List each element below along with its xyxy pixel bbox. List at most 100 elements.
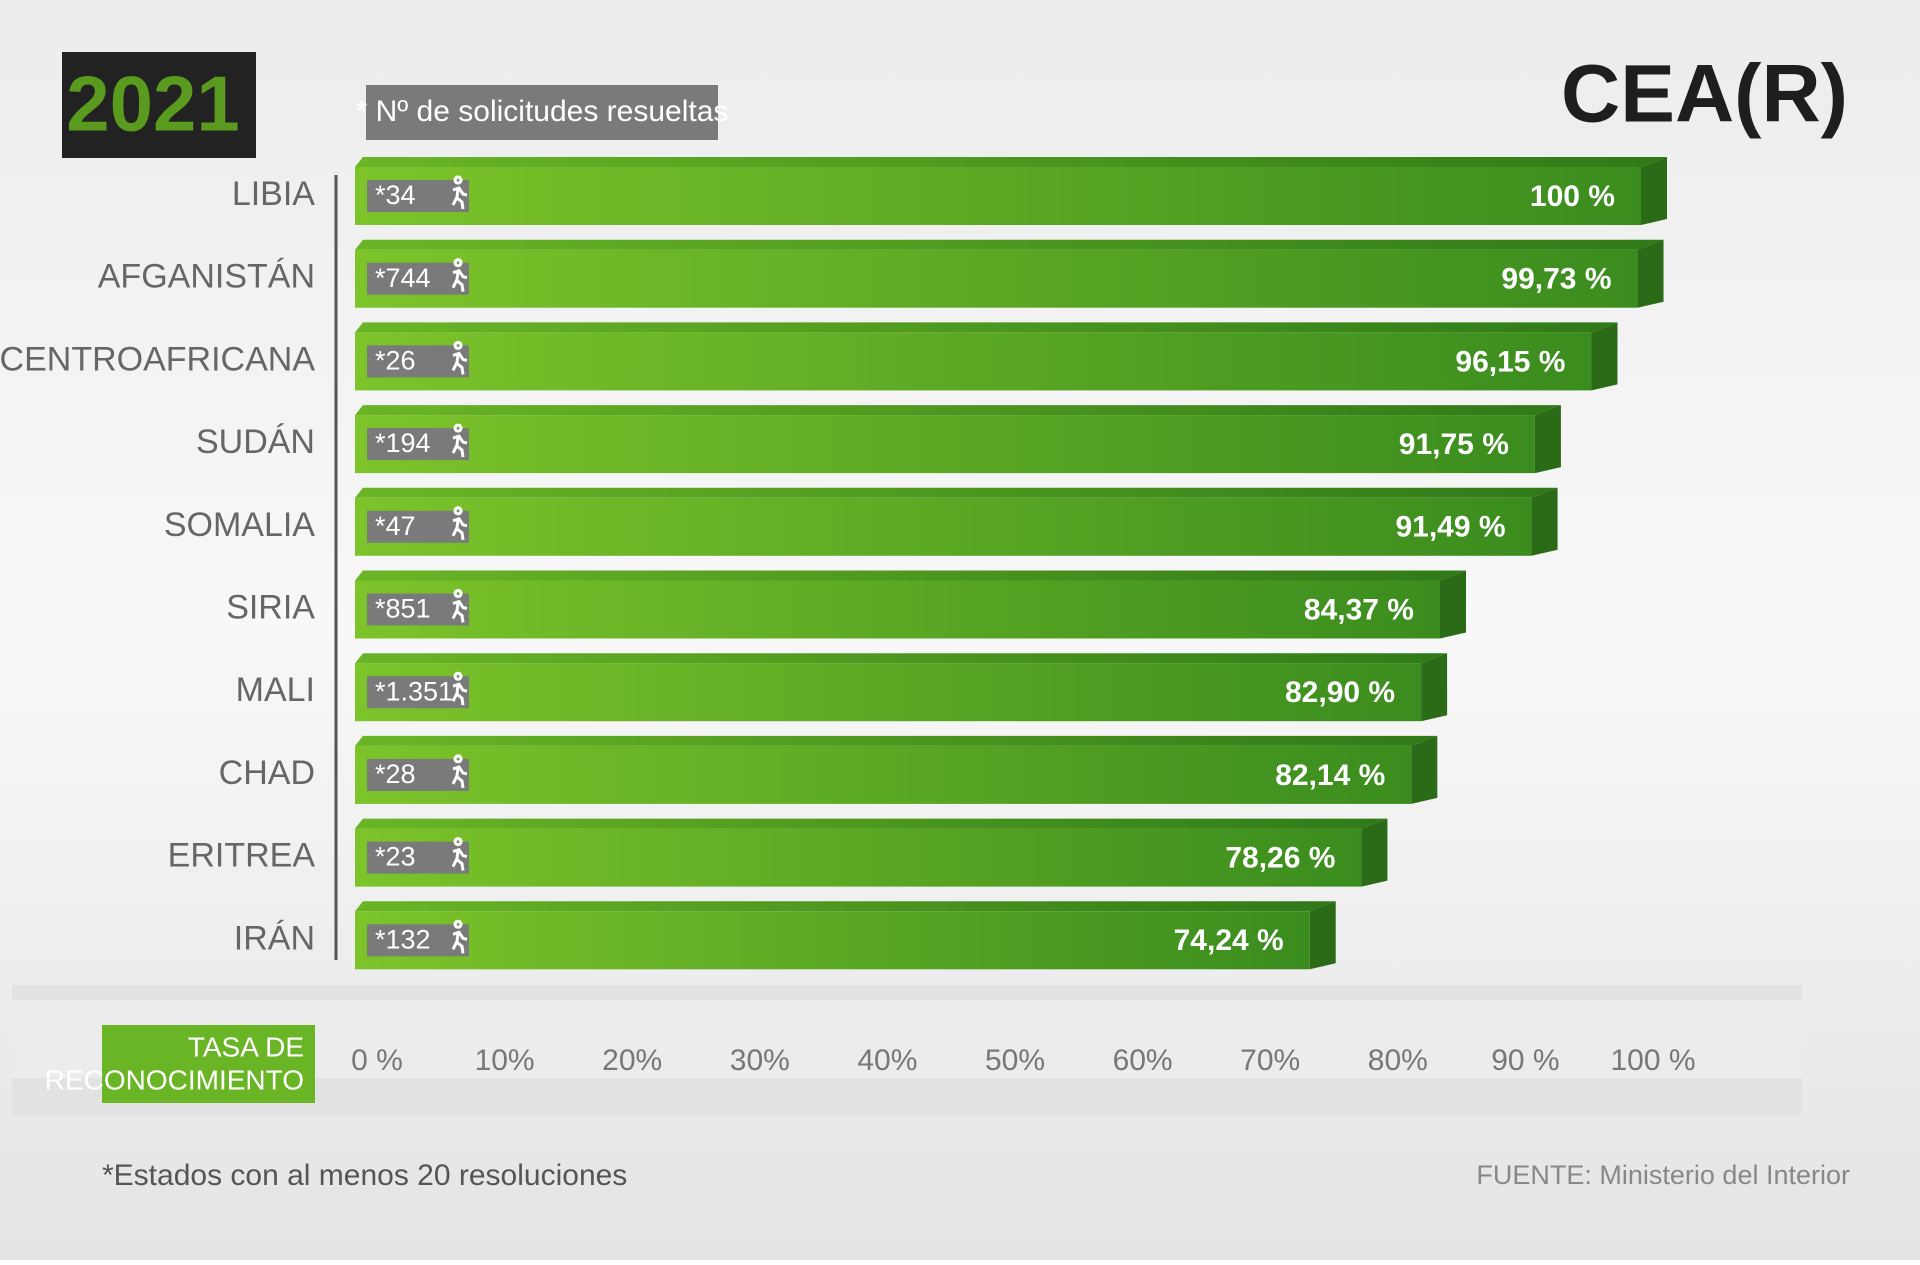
y-tick-label: SIRIA <box>226 588 315 626</box>
x-tick-label: 0 % <box>351 1044 403 1077</box>
x-tick-label: 60% <box>1113 1044 1173 1077</box>
x-tick-label: 80% <box>1368 1044 1428 1077</box>
bar-side <box>1531 487 1558 556</box>
x-tick-label: 50% <box>985 1044 1045 1077</box>
bar-top <box>355 818 1388 829</box>
walker-icon <box>451 506 468 541</box>
value-label: 74,24 % <box>1174 924 1284 957</box>
bar-side <box>1411 735 1438 804</box>
bar-side <box>1309 901 1336 970</box>
x-tick-label: 30% <box>730 1044 790 1077</box>
walker-icon <box>451 258 468 292</box>
value-label: 78,26 % <box>1225 842 1335 875</box>
legend-box <box>366 85 718 140</box>
x-tick-label: 10% <box>475 1044 535 1077</box>
x-tick-label: 90 % <box>1491 1044 1559 1077</box>
y-tick-label: SUDÁN <box>196 423 315 461</box>
walker-icon <box>451 671 468 706</box>
bar <box>355 745 1412 804</box>
count-box <box>367 924 469 957</box>
count-label: *23 <box>375 842 416 872</box>
y-tick-label: AFGANISTÁN <box>98 258 315 296</box>
bar <box>355 911 1310 970</box>
count-box <box>367 841 469 874</box>
y-tick-label: IRÁN <box>234 919 315 957</box>
value-label: 91,75 % <box>1399 428 1509 461</box>
bar-side <box>1637 239 1664 308</box>
bar-side <box>1591 322 1618 391</box>
bar-top <box>355 157 1667 167</box>
bar <box>355 332 1592 391</box>
value-label: 91,49 % <box>1395 511 1505 544</box>
year: 2021 <box>66 60 240 148</box>
y-tick-label: LIBIA <box>232 175 315 213</box>
bar-top <box>355 653 1448 664</box>
count-label: *1.351 <box>375 676 453 706</box>
walker-icon <box>451 340 468 375</box>
bar-side <box>1361 818 1388 887</box>
bar-top <box>355 570 1466 581</box>
x-tick-label: 40% <box>857 1044 917 1077</box>
walker-icon <box>451 175 468 210</box>
footnote: *Estados con al menos 20 resoluciones <box>102 1159 627 1192</box>
y-tick-label: REP. CENTROAFRICANA <box>0 340 315 378</box>
bar <box>355 828 1362 887</box>
bar-top <box>355 405 1561 416</box>
walker-icon <box>451 754 468 789</box>
x-tick-label: 20% <box>602 1044 662 1077</box>
count-label: *744 <box>375 263 431 293</box>
value-label: 84,37 % <box>1304 593 1414 626</box>
count-label: *132 <box>375 924 431 954</box>
count-box <box>367 345 469 378</box>
count-box <box>367 758 469 791</box>
count-label: *34 <box>375 180 416 210</box>
count-box <box>367 428 469 461</box>
walker-icon <box>451 589 468 623</box>
year-box <box>62 52 256 158</box>
y-tick-label: MALI <box>236 671 315 709</box>
value-label: 96,15 % <box>1455 345 1565 378</box>
value-label: 82,14 % <box>1275 759 1385 792</box>
value-label: 82,90 % <box>1285 676 1395 709</box>
count-box <box>367 262 469 295</box>
bar <box>355 663 1422 722</box>
count-box <box>367 510 469 543</box>
bar <box>355 249 1638 308</box>
bar <box>355 497 1532 556</box>
bar <box>355 167 1641 225</box>
logo: CEA(R) <box>1561 49 1848 140</box>
count-label: *194 <box>375 428 431 458</box>
bar-side <box>1439 570 1466 639</box>
value-label: 99,73 % <box>1501 263 1611 296</box>
x-tick-label: 100 % <box>1610 1044 1695 1077</box>
count-label: *851 <box>375 594 431 624</box>
y-tick-label: SOMALIA <box>164 506 315 544</box>
bar-top <box>355 239 1664 250</box>
x-tick-label: 70% <box>1240 1044 1300 1077</box>
walker-icon <box>451 919 468 954</box>
bar-top <box>355 322 1618 333</box>
x-axis-label: TASA DE <box>188 1031 304 1062</box>
bar-side <box>1534 405 1561 474</box>
walker-icon <box>451 423 468 458</box>
count-label: *28 <box>375 759 416 789</box>
y-tick-label: CHAD <box>219 754 315 792</box>
bar-top <box>355 487 1558 498</box>
xlabel-box <box>102 1025 315 1103</box>
count-box <box>367 180 469 212</box>
walker-icon <box>451 837 468 871</box>
bar-top <box>355 735 1438 746</box>
count-label: *47 <box>375 511 416 541</box>
bar <box>355 580 1440 639</box>
bar-side <box>1641 157 1667 225</box>
source: FUENTE: Ministerio del Interior <box>1476 1160 1850 1190</box>
y-tick-label: ERITREA <box>168 837 316 875</box>
count-label: *26 <box>375 346 416 376</box>
bar-side <box>1421 653 1448 722</box>
x-axis-label: RECONOCIMIENTO <box>45 1064 304 1095</box>
count-box <box>367 676 469 709</box>
legend-note: * Nº de solicitudes resueltas <box>356 95 729 128</box>
bar <box>355 415 1535 474</box>
